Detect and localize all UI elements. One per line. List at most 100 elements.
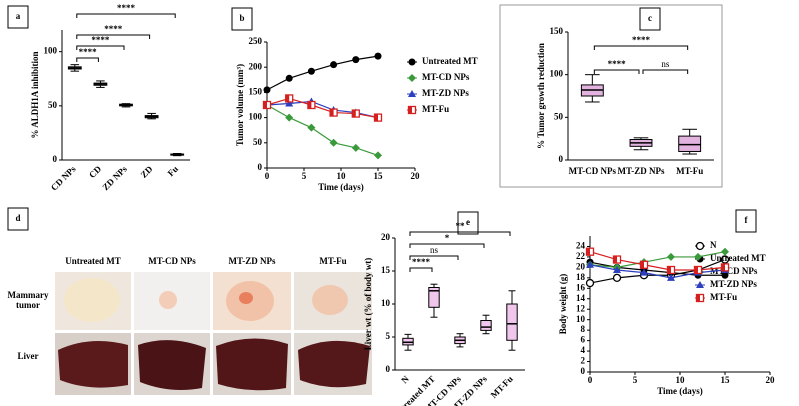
significance-bracket	[593, 69, 640, 74]
x-tick-label: ZD NPs	[100, 163, 129, 192]
marker	[374, 151, 382, 160]
box	[506, 303, 518, 341]
significance-bracket	[76, 34, 151, 39]
panel-label: a	[16, 11, 21, 21]
legend-label: MT-ZD NPs	[710, 279, 757, 289]
y-tick-label: 50	[253, 137, 263, 147]
marker	[408, 90, 416, 97]
x-tick-label: N	[399, 373, 411, 385]
significance-label: ****	[412, 257, 431, 267]
marker	[307, 123, 316, 132]
y-tick-label: 2	[581, 356, 586, 366]
marker	[351, 143, 360, 152]
marker-half	[263, 101, 267, 109]
marker	[720, 255, 730, 264]
marker	[667, 273, 675, 281]
y-tick-label: 0	[53, 154, 58, 164]
x-tick-label: MT-CD NPs	[569, 166, 617, 176]
liver	[138, 340, 206, 390]
series-line	[266, 55, 379, 91]
tumor	[159, 291, 177, 309]
marker	[307, 67, 315, 75]
series-line	[266, 104, 379, 156]
marker-half	[721, 263, 725, 271]
row-label: Liver	[18, 351, 39, 361]
legend-label: Untreated MT	[710, 253, 766, 263]
significance-label: ****	[79, 47, 98, 57]
significance-bracket	[76, 45, 125, 50]
x-tick-label: ZD	[139, 163, 155, 179]
panel-label-box	[7, 207, 29, 231]
significance-bracket	[409, 255, 459, 260]
x-axis-label: Time (days)	[657, 386, 703, 396]
x-tick-label: MT-Fu	[489, 374, 515, 400]
marker-half	[586, 248, 590, 256]
box	[428, 287, 440, 308]
significance-bracket	[642, 69, 689, 74]
x-tick-label: 0	[588, 375, 593, 385]
marker	[613, 266, 621, 273]
y-tick-label: 20	[576, 261, 586, 271]
x-tick-label: 5	[633, 375, 638, 385]
y-tick-label: 50	[48, 100, 58, 110]
y-tick-label: 18	[576, 272, 586, 282]
y-tick-label: 14	[576, 293, 586, 303]
liver	[216, 338, 288, 391]
y-tick-label: 24	[576, 241, 586, 251]
column-label: MT-ZD NPs	[229, 256, 276, 266]
panel-label-box	[231, 7, 253, 31]
y-tick-label: 10	[576, 314, 586, 324]
y-tick-label: 12	[576, 303, 586, 313]
series-line	[589, 251, 726, 271]
marker	[374, 52, 382, 60]
tumor-spot	[239, 292, 253, 304]
significance-bracket	[76, 57, 99, 62]
x-tick-label: CD NPs	[49, 163, 78, 192]
significance-bracket	[409, 267, 433, 272]
marker	[285, 113, 294, 122]
y-tick-label: 100	[249, 112, 263, 122]
liver	[58, 341, 128, 388]
tumor	[312, 285, 348, 315]
marker	[263, 86, 271, 94]
panel-label-box	[7, 5, 29, 29]
y-tick-label: 0	[258, 162, 263, 172]
x-tick-label: Fu	[166, 164, 181, 179]
marker	[285, 74, 293, 82]
marker-half	[696, 294, 700, 302]
significance-label: *	[445, 233, 450, 243]
significance-label: ****	[608, 59, 627, 69]
marker	[667, 252, 675, 261]
legend-label: Untreated MT	[422, 56, 478, 66]
significance-bracket	[593, 45, 689, 50]
panel-label: d	[15, 213, 20, 223]
y-tick-label: 16	[576, 282, 586, 292]
marker	[352, 56, 360, 64]
significance-label: ****	[104, 24, 123, 34]
y-axis-label: % ALDH1A inhibition	[30, 51, 40, 138]
legend-label: MT-CD NPs	[710, 266, 758, 276]
marker	[721, 247, 729, 256]
marker	[694, 252, 702, 261]
y-tick-label: 150	[550, 26, 564, 36]
marker	[329, 138, 338, 147]
marker-half	[640, 261, 644, 269]
tumor	[64, 278, 120, 322]
significance-label: ****	[632, 35, 651, 45]
x-tick-label: 15	[374, 171, 384, 181]
y-tick-label: 0	[581, 366, 586, 376]
y-tick-label: 8	[581, 324, 586, 334]
y-tick-label: 0	[386, 364, 391, 374]
panel-frame	[499, 4, 723, 188]
marker-half	[285, 94, 290, 102]
marker	[585, 278, 595, 288]
y-tick-label: 6	[581, 335, 586, 345]
marker-half	[694, 266, 698, 274]
x-tick-label: 0	[265, 171, 270, 181]
series-line	[589, 264, 726, 279]
y-tick-label: 0	[559, 154, 564, 164]
y-tick-label: 50	[554, 111, 564, 121]
y-tick-label: 5	[386, 331, 391, 341]
marker	[696, 281, 704, 288]
legend-label: MT-CD NPs	[422, 72, 470, 82]
